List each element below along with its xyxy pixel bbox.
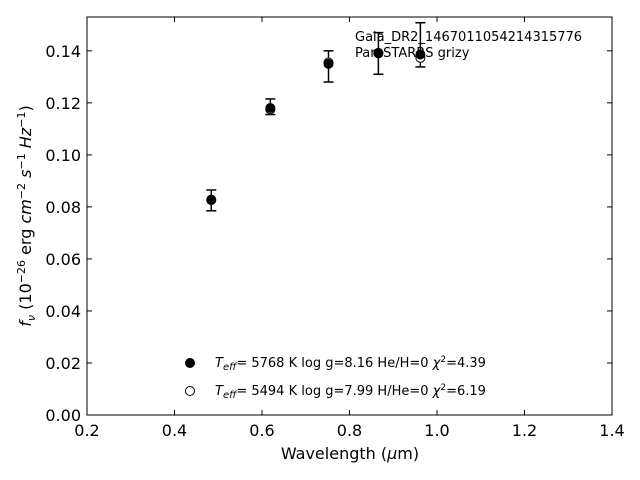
x-tick-label: 0.4 [162, 421, 187, 440]
ticks-layer: 0.2 0.4 0.6 0.8 1.0 1.2 1.4 0.00 0.02 0.04 0.06 0.0… [45, 17, 625, 440]
legend-marker-filled [185, 358, 195, 368]
x-axis-label: Wavelength (μm) [281, 444, 419, 463]
y-tick-label: 0.00 [45, 406, 81, 425]
y-tick-label: 0.04 [45, 302, 81, 321]
legend-entry-2-text: log g=7.99 H/He=0 [297, 384, 433, 399]
model-point-filled [373, 47, 384, 58]
y-tick-label: 0.14 [45, 42, 81, 61]
annotation-object-id: Gaia_DR2_1467011054214315776 [355, 30, 582, 45]
legend: Teff= 5768 K log g=8.16 He/H=0 χ2=4.39 T… [185, 355, 486, 401]
legend-entry-2-teff: 5494 [251, 384, 284, 399]
x-tick-label: 1.4 [599, 421, 624, 440]
x-tick-label: 1.2 [512, 421, 537, 440]
legend-marker-open [185, 386, 195, 396]
y-tick-label: 0.12 [45, 94, 81, 113]
plot-frame [86, 16, 613, 416]
y-tick-label: 0.06 [45, 250, 81, 269]
legend-entry-1-text: log g=8.16 He/H=0 [297, 356, 433, 371]
y-axis-label: fν (10−26 erg cm−2 s−1 Hz−1) [15, 105, 38, 326]
legend-entry-1: Teff= 5768 K log g=8.16 He/H=0 χ2=4.39 [215, 355, 486, 373]
legend-entry-2-chi: =6.19 [446, 384, 486, 399]
y-tick-label: 0.10 [45, 146, 81, 165]
x-tick-label: 0.2 [74, 421, 99, 440]
model-point-filled [323, 58, 334, 69]
model-point-filled [265, 103, 276, 114]
legend-entry-2: Teff= 5494 K log g=7.99 H/He=0 χ2=6.19 [215, 383, 486, 401]
y-tick-label: 0.02 [45, 354, 81, 373]
x-tick-label: 1.0 [424, 421, 449, 440]
x-tick-label: 0.8 [337, 421, 362, 440]
annotation-survey: Pan-STARRS grizy [355, 46, 470, 61]
y-tick-label: 0.08 [45, 198, 81, 217]
model-point-filled [415, 49, 426, 60]
legend-entry-1-chi: =4.39 [446, 356, 486, 371]
model-point-filled [206, 194, 217, 205]
points-layer [206, 47, 426, 206]
x-tick-label: 0.6 [249, 421, 274, 440]
legend-entry-1-teff: 5768 [251, 356, 284, 371]
